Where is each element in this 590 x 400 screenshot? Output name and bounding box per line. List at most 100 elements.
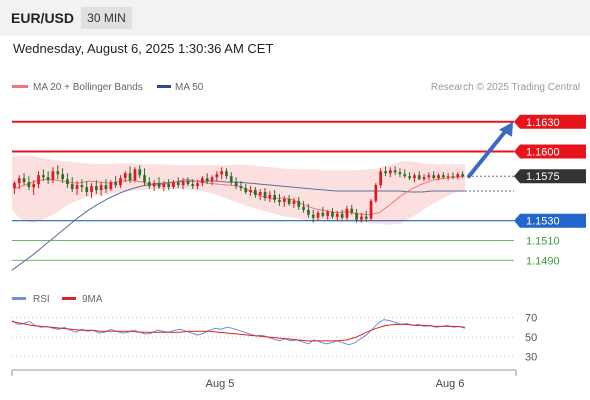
support_main-tag xyxy=(514,213,586,228)
candle-body xyxy=(22,178,26,183)
candle-body xyxy=(42,175,45,178)
candle-body xyxy=(316,212,320,218)
rsi-ma-swatch xyxy=(62,297,76,300)
candle-body xyxy=(191,184,195,187)
resistance-tag xyxy=(514,144,586,159)
candle-body xyxy=(114,182,117,186)
candle-body xyxy=(152,183,156,187)
candle-body xyxy=(461,174,464,177)
candle-body xyxy=(104,185,108,190)
candle-body xyxy=(360,216,363,220)
candle-body xyxy=(263,192,267,198)
candle-body xyxy=(355,212,358,220)
candle-body xyxy=(229,176,233,183)
candle-body xyxy=(90,186,93,192)
candle-body xyxy=(417,175,421,180)
timeframe-button[interactable]: 30 MIN xyxy=(81,7,132,29)
candles xyxy=(13,165,464,223)
candle-body xyxy=(119,178,122,186)
ma50-line xyxy=(11,180,465,271)
candle-body xyxy=(220,171,223,175)
candle-body xyxy=(70,184,74,189)
candle-body xyxy=(336,213,339,217)
resistance-label: 1.1600 xyxy=(526,146,560,158)
arrow-head xyxy=(499,121,513,137)
candle-body xyxy=(340,213,344,218)
candle-body xyxy=(268,195,272,198)
price-levels xyxy=(12,120,514,261)
candle-body xyxy=(205,178,209,182)
rsi-swatch xyxy=(12,297,26,300)
moving-averages xyxy=(11,175,514,271)
candle-body xyxy=(283,198,286,202)
bollinger-band-area xyxy=(12,155,465,225)
symbol-label: EUR/USD xyxy=(11,10,75,26)
candle-body xyxy=(167,184,170,188)
candle-body xyxy=(215,174,219,178)
candle-body xyxy=(384,171,387,174)
candle-body xyxy=(138,169,142,176)
candle-body xyxy=(398,172,402,175)
candle-body xyxy=(95,186,98,191)
candle-body xyxy=(432,175,436,179)
candle-body xyxy=(56,171,60,175)
candle-body xyxy=(80,185,84,188)
candle-body xyxy=(133,169,137,181)
rsi-tick-label: 30 xyxy=(525,351,537,363)
resistance-label: 1.1630 xyxy=(526,117,560,129)
candle-body xyxy=(51,171,55,181)
x-axis: Aug 5 Aug 6 xyxy=(11,369,517,390)
rsi-ma-legend: 9MA xyxy=(82,294,103,305)
candle-body xyxy=(451,176,455,178)
bollinger-bands xyxy=(12,155,465,225)
candle-body xyxy=(292,200,296,204)
target-arrow xyxy=(467,121,513,179)
candle-body xyxy=(302,206,305,210)
candle-body xyxy=(172,182,175,187)
candle-body xyxy=(244,188,248,193)
candle-body xyxy=(61,174,64,180)
rsi-ma-line xyxy=(11,321,466,342)
ma50-swatch xyxy=(157,85,171,88)
candle-body xyxy=(374,185,378,201)
candle-body xyxy=(364,216,368,219)
candle-body xyxy=(85,187,89,192)
chart-legend: MA 20 + Bollinger Bands MA 50 Research ©… xyxy=(12,82,580,305)
ma20-swatch xyxy=(12,85,28,88)
candle-body xyxy=(128,173,132,181)
current-price-tag xyxy=(514,169,586,184)
rsi-line xyxy=(11,319,466,346)
ma50-legend: MA 50 xyxy=(175,82,204,93)
resistance-tag xyxy=(514,114,586,129)
candle-body xyxy=(350,208,354,213)
candle-body xyxy=(143,175,146,183)
rsi-tick-label: 50 xyxy=(525,332,537,344)
candle-body xyxy=(273,195,276,200)
candle-body xyxy=(307,209,310,215)
candle-body xyxy=(123,173,127,179)
candle-body xyxy=(249,190,252,192)
candle-body xyxy=(369,200,373,219)
rsi-legend: RSI xyxy=(33,294,50,305)
timestamp: Wednesday, August 6, 2025 1:30:36 AM CET xyxy=(13,41,274,56)
candle-body xyxy=(37,175,40,185)
candle-body xyxy=(258,192,262,195)
candle-body xyxy=(201,178,204,184)
candle-body xyxy=(331,211,334,217)
candle-body xyxy=(27,182,31,187)
level-labels: 1.1630 1.1600 1.1575 1.1530 1.1510 1.1490 xyxy=(514,114,586,267)
candle-body xyxy=(196,183,199,187)
candle-body xyxy=(13,183,16,188)
candle-body xyxy=(210,177,214,182)
candle-body xyxy=(186,181,190,185)
candle-body xyxy=(297,200,301,207)
copyright: Research © 2025 Trading Central xyxy=(431,82,580,93)
candle-body xyxy=(427,175,431,178)
candle-body xyxy=(162,184,166,188)
candle-body xyxy=(109,182,113,189)
candle-body xyxy=(157,183,161,188)
candle-body xyxy=(446,176,450,178)
candle-body xyxy=(66,179,69,185)
current-price-label: 1.1575 xyxy=(526,171,560,183)
candle-body xyxy=(422,177,426,180)
